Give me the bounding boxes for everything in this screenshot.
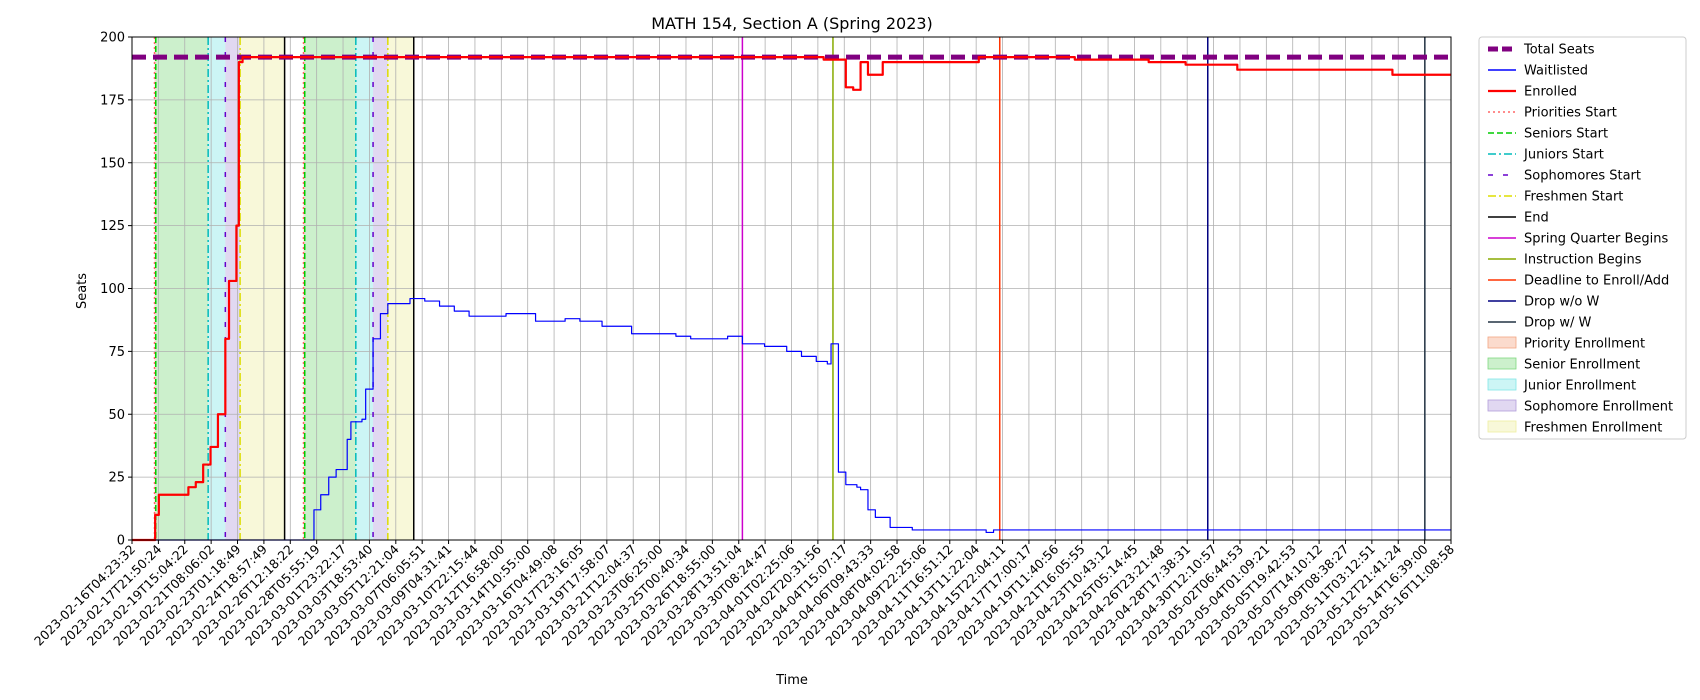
legend-label-juniors-start: Juniors Start xyxy=(1523,148,1604,163)
legend-box xyxy=(1478,36,1687,440)
legend-swatch-junior-enrollment xyxy=(1487,378,1517,391)
legend-label-priority-enrollment: Priority Enrollment xyxy=(1524,337,1645,352)
y-axis-label: Seats xyxy=(75,273,90,309)
y-tick-label: 50 xyxy=(108,408,125,423)
legend-label-total-seats: Total Seats xyxy=(1523,43,1595,58)
legend-label-junior-enrollment: Junior Enrollment xyxy=(1523,379,1636,394)
series-enrolled xyxy=(132,56,1451,542)
legend-label-spring-quarter-begins: Spring Quarter Begins xyxy=(1524,232,1668,247)
legend-label-instruction-begins: Instruction Begins xyxy=(1524,253,1642,268)
y-tick-label: 25 xyxy=(108,471,125,486)
legend-label-waitlisted: Waitlisted xyxy=(1524,64,1588,79)
legend-swatch-freshmen-enrollment xyxy=(1487,420,1517,433)
x-axis-label: Time xyxy=(775,673,808,688)
legend-label-deadline-to-enroll-add: Deadline to Enroll/Add xyxy=(1524,274,1669,289)
legend-label-priorities-start: Priorities Start xyxy=(1524,106,1617,121)
legend-label-sophomores-start: Sophomores Start xyxy=(1524,169,1641,184)
y-tick-label: 150 xyxy=(100,156,125,171)
legend-label-drop-w-o-w: Drop w/o W xyxy=(1524,295,1600,310)
y-tick-label: 100 xyxy=(100,282,125,297)
legend-label-freshmen-enrollment: Freshmen Enrollment xyxy=(1524,421,1662,436)
legend-label-sophomore-enrollment: Sophomore Enrollment xyxy=(1524,400,1673,415)
legend-label-freshmen-start: Freshmen Start xyxy=(1524,190,1623,205)
y-tick-label: 125 xyxy=(100,219,125,234)
legend-label-end: End xyxy=(1524,211,1549,226)
legend-label-enrolled: Enrolled xyxy=(1524,85,1577,100)
legend-swatch-priority-enrollment xyxy=(1487,336,1517,349)
legend-swatch-senior-enrollment xyxy=(1487,357,1517,370)
legend: Total Seats Waitlisted Enrolled Priorities … xyxy=(1478,36,1687,440)
y-tick-label: 75 xyxy=(108,345,125,360)
y-tick-label: 200 xyxy=(100,31,125,46)
chart-title: MATH 154, Section A (Spring 2023) xyxy=(651,14,933,33)
y-tick-label: 175 xyxy=(100,93,125,108)
series-waitlisted xyxy=(132,297,1451,541)
legend-swatch-sophomore-enrollment xyxy=(1487,399,1517,412)
legend-label-senior-enrollment: Senior Enrollment xyxy=(1524,358,1640,373)
plot-area: 02550751001251501752002023-02-16T04:23:3… xyxy=(31,31,1457,649)
y-tick-label: 0 xyxy=(117,534,125,549)
legend-label-seniors-start: Seniors Start xyxy=(1524,127,1608,142)
legend-label-drop-w-w: Drop w/ W xyxy=(1524,316,1592,331)
